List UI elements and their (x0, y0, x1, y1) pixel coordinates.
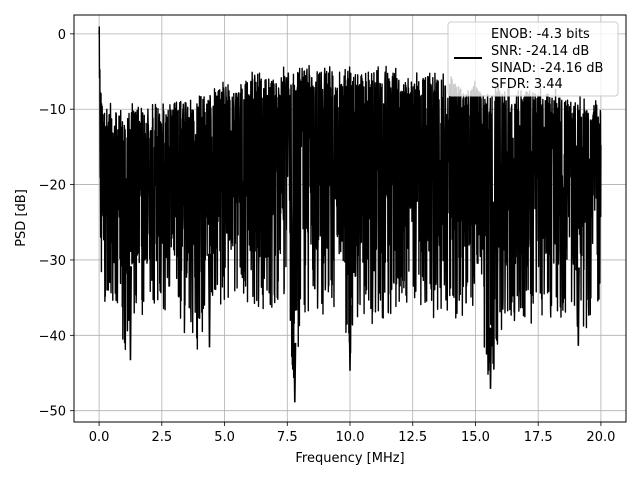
y-tick-label: −40 (39, 329, 66, 344)
y-tick-label: 0 (58, 28, 66, 43)
legend-box (447, 21, 619, 97)
x-axis-label: Frequency [MHz] (295, 451, 404, 466)
x-tick-label: 12.5 (398, 430, 427, 445)
psd-dip (348, 305, 352, 371)
x-tick-label: 5.0 (214, 430, 235, 445)
x-tick-label: 10.0 (336, 430, 365, 445)
psd-dip (576, 267, 580, 346)
y-tick-label: −30 (39, 254, 66, 269)
series-psd (98, 26, 602, 403)
y-tick-label: −50 (39, 405, 66, 420)
y-axis: 0 −10 −20 −30 −40 −50 (39, 28, 74, 420)
legend-entry-sfdr: SFDR: 3.44 (491, 77, 563, 92)
x-tick-label: 7.5 (277, 430, 298, 445)
y-tick-label: −20 (39, 179, 66, 194)
psd-dip (488, 327, 493, 389)
legend: ENOB: -4.3 bits SNR: -24.14 dB SINAD: -2… (447, 21, 619, 97)
y-tick-label: −10 (39, 103, 66, 118)
x-axis: 0.0 2.5 5.0 7.5 10.0 12.5 15.0 17.5 20.0 (89, 422, 615, 445)
psd-dip (207, 253, 212, 348)
x-tick-label: 2.5 (151, 430, 172, 445)
psd-dip (293, 342, 297, 403)
y-axis-label: PSD [dB] (14, 189, 29, 247)
x-tick-label: 15.0 (461, 430, 490, 445)
psd-dip (128, 266, 133, 361)
legend-entry-enob: ENOB: -4.3 bits (491, 27, 590, 42)
legend-entry-sinad: SINAD: -24.16 dB (491, 61, 603, 76)
psd-trace (98, 26, 602, 379)
x-tick-label: 17.5 (524, 430, 553, 445)
plot-area (98, 26, 602, 403)
legend-entry-snr: SNR: -24.14 dB (491, 44, 589, 59)
x-tick-label: 20.0 (586, 430, 615, 445)
x-tick-label: 0.0 (89, 430, 110, 445)
